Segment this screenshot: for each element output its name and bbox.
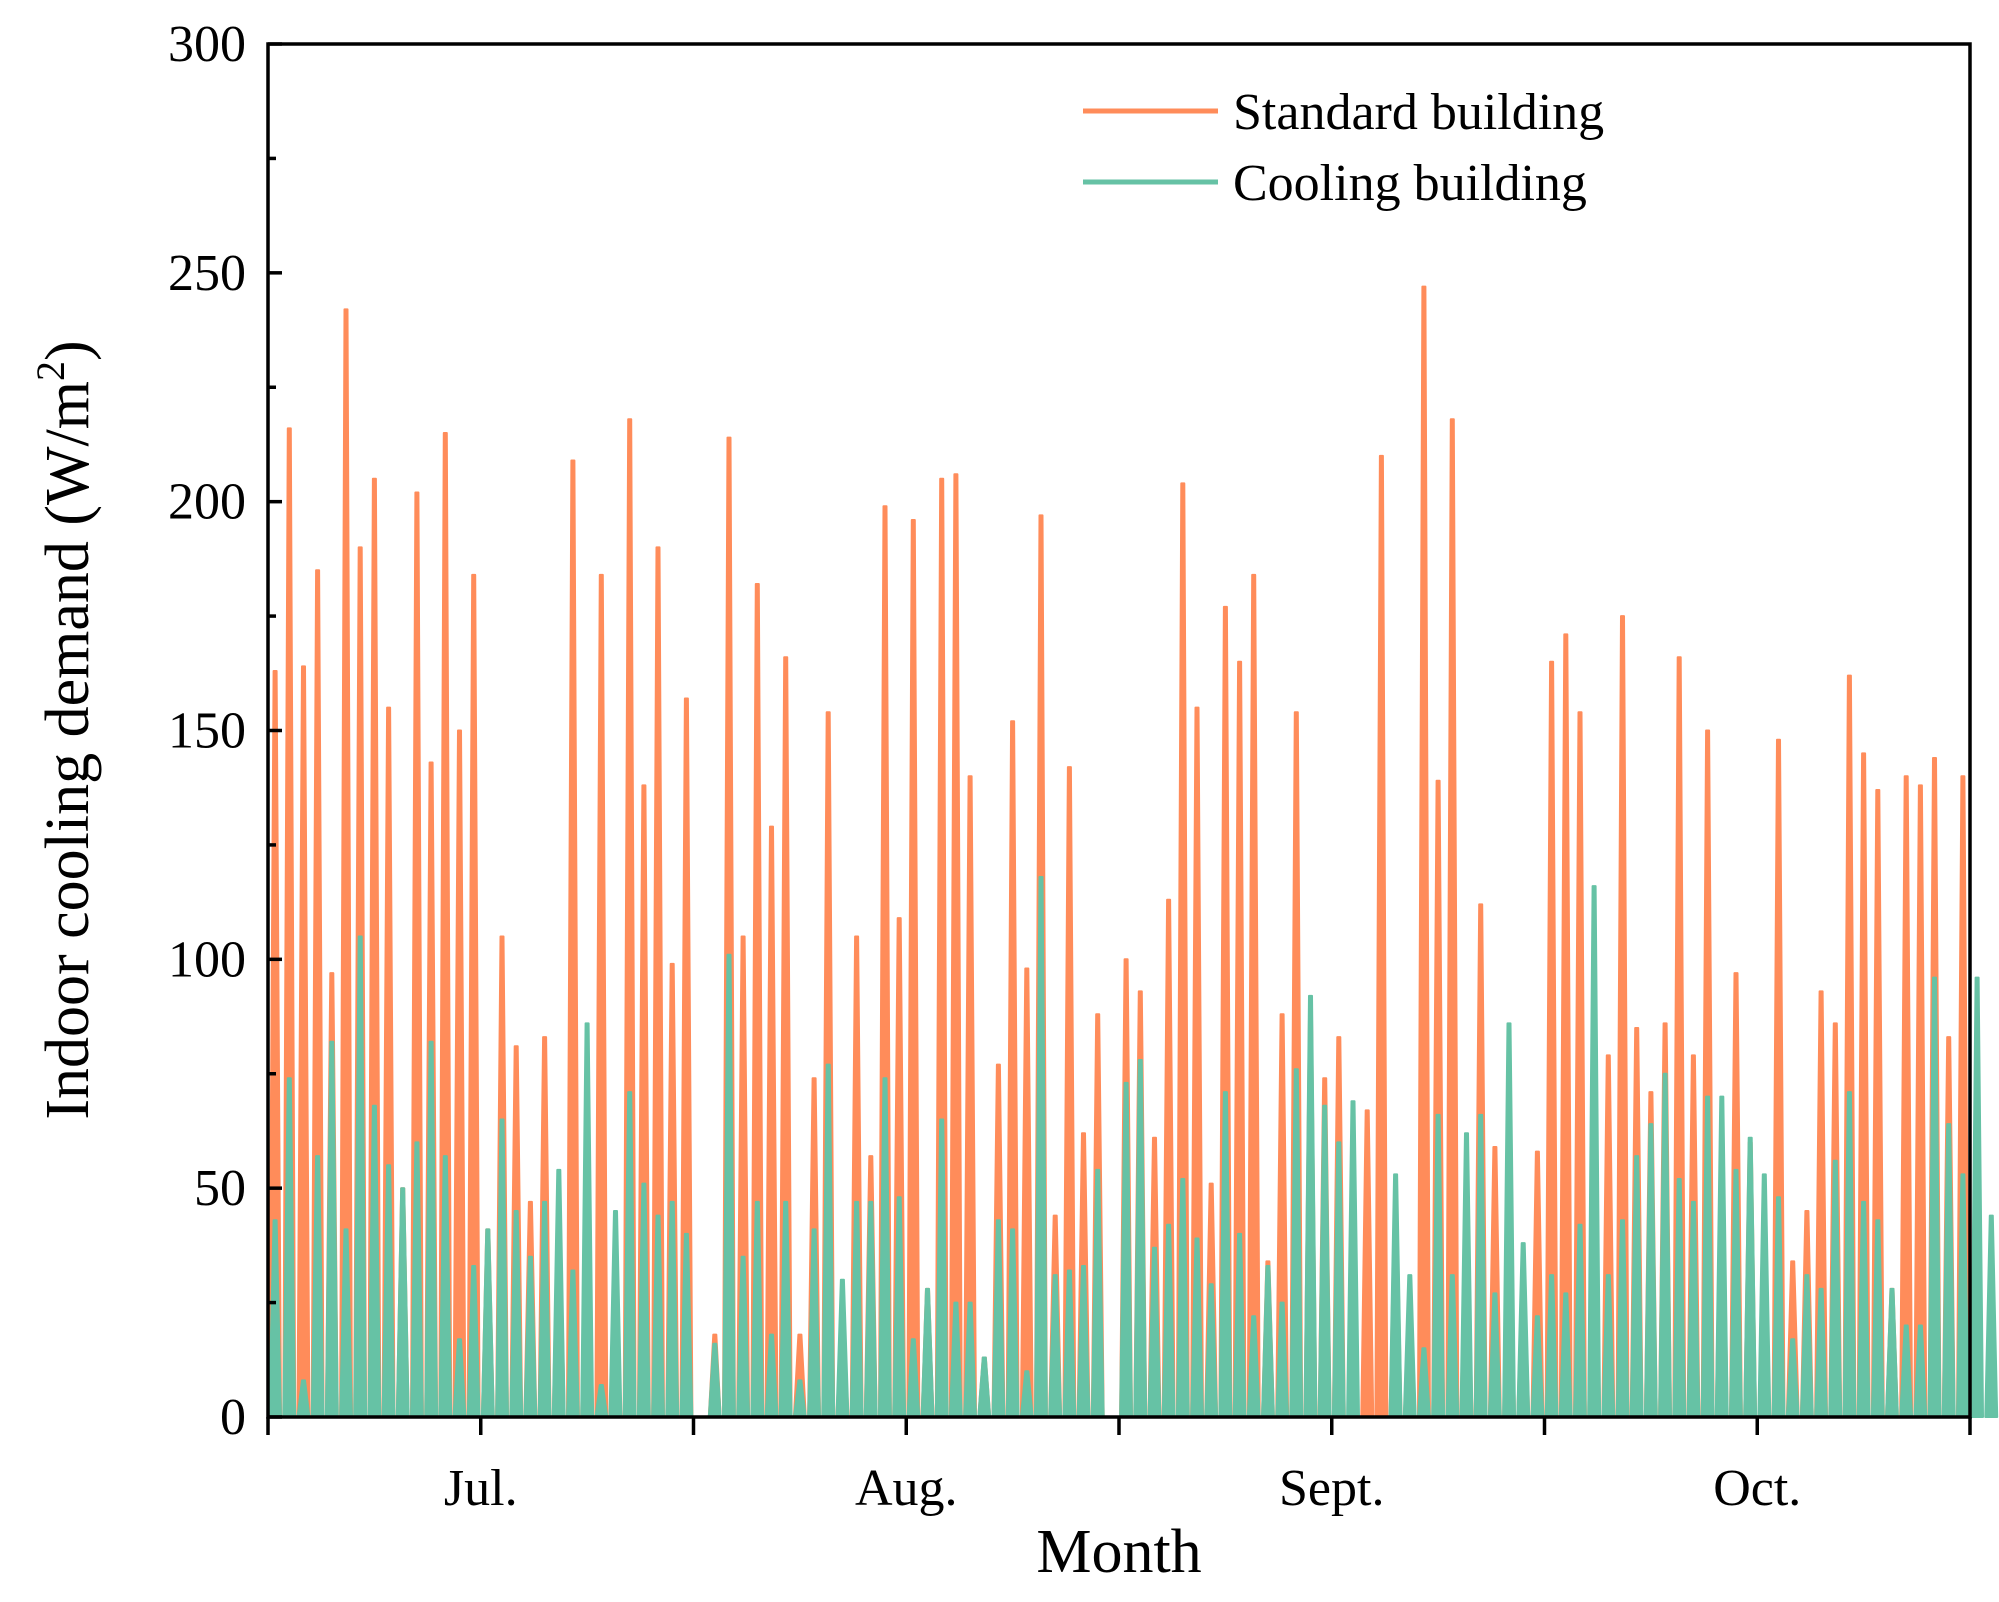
y-tick-label: 150 — [168, 703, 246, 760]
y-tick-label: 300 — [168, 16, 246, 73]
series-1-day-99 — [1658, 1072, 1672, 1418]
series-0-day-3 — [296, 665, 311, 1418]
series-1-day-62 — [1133, 1059, 1148, 1418]
x-tick-label: Jul. — [444, 1460, 518, 1517]
series-0-day-82 — [1417, 285, 1431, 1418]
series-0-day-54 — [1019, 967, 1034, 1418]
series-1-day-74 — [1303, 994, 1318, 1418]
series-1-day-85 — [1459, 1132, 1474, 1418]
y-axis-title-superscript: 2 — [28, 361, 73, 381]
y-axis-title-close: ) — [34, 340, 102, 361]
series-1-day-47 — [920, 1287, 935, 1418]
series-standard-building — [268, 285, 1970, 1418]
series-1-day-77 — [1346, 1100, 1360, 1418]
series-1-day-103 — [1714, 1095, 1729, 1418]
x-axis: Jul. Aug. Sept. Oct. — [266, 1417, 1972, 1517]
series-1-day-98 — [1643, 1123, 1658, 1418]
y-tick-label: 50 — [194, 1160, 246, 1217]
y-axis-title: Indoor cooling demand (W/m2) — [28, 340, 102, 1119]
series-1-day-115 — [1885, 1287, 1899, 1418]
series-1-day-71 — [1261, 1265, 1275, 1418]
series-1-day-75 — [1317, 1104, 1332, 1418]
series-0-day-49 — [948, 473, 963, 1418]
y-tick-label: 250 — [168, 245, 246, 302]
x-tick-label: Aug. — [855, 1460, 958, 1517]
series-1-day-81 — [1402, 1274, 1417, 1418]
series-0-day-70 — [1246, 573, 1261, 1418]
series-0-day-46 — [906, 519, 921, 1418]
series-1-day-41 — [835, 1278, 850, 1418]
y-tick-label: 0 — [220, 1389, 246, 1446]
series-layer — [268, 285, 1999, 1418]
series-1-day-23 — [580, 1022, 595, 1418]
series-1-day-32 — [707, 1342, 722, 1418]
series-0-day-117 — [1913, 784, 1928, 1418]
series-1-day-80 — [1388, 1173, 1403, 1418]
legend: Standard building Cooling building — [1083, 84, 1604, 212]
x-axis-title: Month — [1036, 1518, 1201, 1586]
series-0-day-78 — [1360, 1109, 1375, 1418]
x-tick-label: Oct. — [1713, 1460, 1801, 1517]
series-0-day-14 — [452, 729, 467, 1418]
series-0-day-24 — [594, 573, 609, 1418]
series-1-day-43 — [863, 1200, 878, 1418]
series-1-day-21 — [551, 1168, 566, 1418]
series-1-day-16 — [480, 1228, 495, 1418]
series-1-day-106 — [1757, 1173, 1772, 1418]
series-0-day-84 — [1445, 418, 1460, 1418]
series-1-day-19 — [523, 1255, 538, 1418]
y-tick-label: 200 — [168, 474, 246, 531]
series-1-day-89 — [1516, 1242, 1531, 1418]
series-0-day-116 — [1899, 775, 1914, 1418]
y-tick-label: 100 — [168, 931, 246, 988]
series-0-day-36 — [764, 825, 779, 1418]
series-1-day-94 — [1587, 885, 1602, 1418]
y-axis: 0 50 100 150 200 250 300 — [168, 16, 282, 1446]
series-1-day-121 — [1970, 976, 1984, 1418]
series-1-day-25 — [608, 1210, 623, 1418]
series-1-day-5 — [324, 1040, 339, 1418]
plot-frame — [266, 42, 1972, 1419]
x-tick-label: Sept. — [1279, 1460, 1384, 1517]
series-0-day-79 — [1374, 454, 1389, 1418]
series-1-day-51 — [977, 1356, 992, 1418]
legend-label-cooling: Cooling building — [1233, 155, 1587, 212]
legend-label-standard: Standard building — [1233, 84, 1604, 141]
series-1-day-105 — [1743, 1136, 1758, 1418]
series-1-day-122 — [1984, 1214, 1999, 1418]
series-1-day-10 — [395, 1187, 410, 1418]
series-1-day-88 — [1502, 1022, 1516, 1418]
series-1-day-119 — [1941, 1123, 1956, 1418]
